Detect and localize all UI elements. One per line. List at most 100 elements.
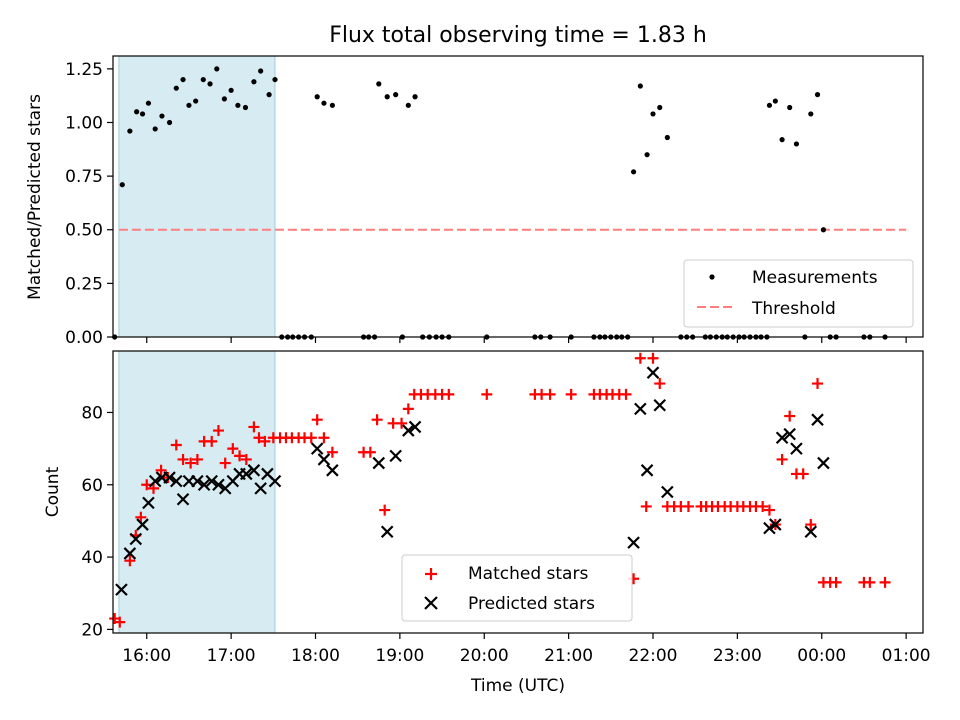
- matched-star-point: [227, 443, 239, 455]
- matched-star-point: [682, 500, 694, 512]
- matched-star-point: [185, 457, 197, 469]
- predicted-star-point: [197, 478, 211, 492]
- top-y-axis-label: Matched/Predicted stars: [25, 94, 45, 300]
- measurement-point: [376, 81, 382, 87]
- matched-star-point: [212, 425, 224, 437]
- measurement-point: [173, 85, 179, 91]
- bottom-axes-frame: [112, 350, 924, 634]
- measurement-points: [112, 66, 888, 340]
- measurement-point: [159, 113, 165, 119]
- y-tick-label: 40: [81, 548, 103, 568]
- matched-star-point: [206, 435, 218, 447]
- predicted-star-point: [775, 431, 789, 445]
- predicted-star-point: [240, 467, 253, 481]
- measurement-point: [329, 102, 335, 108]
- measurement-point: [814, 92, 821, 98]
- predicted-star-point: [817, 456, 830, 470]
- predicted-star-point: [408, 420, 422, 434]
- matched-star-point: [830, 576, 842, 588]
- matched-star-point: [155, 464, 167, 476]
- predicted-star-point: [254, 482, 267, 495]
- measurement-point: [787, 104, 793, 111]
- bottom-y-ticks: 20 40 60 80: [81, 403, 113, 640]
- predicted-star-point: [191, 474, 204, 488]
- x-tick-label: 19:00: [375, 646, 424, 666]
- predicted-star-point: [142, 496, 155, 510]
- matched-star-point: [311, 414, 323, 426]
- x-tick-label: 17:00: [207, 646, 256, 666]
- matched-star-point: [364, 446, 376, 458]
- measurement-point: [405, 102, 411, 108]
- matched-star-point: [654, 378, 666, 390]
- y-tick-label: 80: [81, 403, 103, 423]
- measurement-point: [214, 66, 220, 72]
- matched-star-point: [114, 616, 126, 628]
- matched-star-point: [371, 414, 383, 426]
- measurement-point: [630, 169, 637, 175]
- predicted-star-point: [163, 471, 176, 484]
- measurement-point: [193, 98, 199, 104]
- measurement-point: [200, 76, 206, 83]
- panel-count: 20 40 60 80 16:00 17:00 18:00 19:00 20:00 21:00 2…: [43, 350, 931, 696]
- measurement-point: [180, 76, 186, 83]
- x-tick-label: 18:00: [291, 646, 340, 666]
- bottom-x-ticks: 16:00 17:00 18:00 19:00 20:00 21:00 22:00 23:00…: [122, 633, 931, 666]
- y-tick-label: 1.00: [65, 113, 103, 133]
- measurement-point: [127, 128, 133, 134]
- measurement-point: [266, 92, 272, 98]
- legend-marker-predicted: [424, 596, 438, 610]
- measurement-point: [258, 68, 264, 74]
- predicted-star-point: [317, 453, 331, 466]
- matched-star-point: [879, 576, 891, 588]
- measurement-point: [766, 102, 773, 108]
- matched-star-point: [763, 504, 775, 516]
- top-axes-frame: [112, 55, 924, 338]
- top-legend: Measurements Threshold: [683, 259, 914, 328]
- measurement-point: [228, 87, 234, 93]
- measurement-point: [207, 81, 213, 87]
- predicted-star-point: [148, 474, 162, 488]
- matched-star-point: [124, 555, 136, 567]
- predicted-star-point: [205, 474, 218, 488]
- matched-star-point: [620, 388, 632, 400]
- matched-star-point: [647, 352, 659, 364]
- matched-star-point: [191, 453, 203, 465]
- predicted-star-point: [646, 366, 660, 379]
- predicted-star-point: [115, 583, 128, 596]
- predicted-star-point: [247, 464, 261, 477]
- matched-star-point: [135, 511, 147, 523]
- predicted-star-point: [212, 478, 225, 492]
- matched-star-point: [481, 388, 493, 400]
- matched-star-point: [797, 468, 809, 480]
- matched-star-point: [544, 388, 556, 400]
- predicted-star-point: [640, 464, 654, 477]
- y-tick-label: 1.25: [65, 60, 103, 80]
- top-x-ticks: [146, 337, 907, 343]
- matched-star-point: [234, 450, 246, 462]
- predicted-star-point: [326, 464, 339, 477]
- bottom-legend: Matched stars Predicted stars: [401, 554, 633, 622]
- measurement-point: [242, 104, 249, 111]
- matched-star-point: [259, 435, 271, 447]
- matched-star-point: [248, 421, 260, 433]
- y-tick-label: 0.75: [65, 167, 103, 187]
- x-tick-label: 22:00: [629, 646, 678, 666]
- matched-star-point: [634, 352, 646, 364]
- predicted-star-points: [115, 366, 830, 596]
- predicted-star-point: [402, 424, 415, 437]
- measurement-point: [772, 98, 778, 104]
- measurement-point: [134, 109, 140, 115]
- matched-star-point: [784, 410, 796, 422]
- predicted-star-point: [769, 518, 782, 531]
- predicted-star-point: [170, 474, 183, 488]
- measurement-point: [119, 182, 125, 188]
- matched-star-point: [864, 576, 876, 588]
- x-tick-label: 01:00: [882, 646, 931, 666]
- matched-star-point: [776, 453, 788, 465]
- matched-star-point: [240, 453, 252, 465]
- legend-label-threshold: Threshold: [751, 299, 836, 319]
- y-tick-label: 60: [81, 476, 103, 496]
- measurement-point: [412, 94, 418, 100]
- legend-label-matched: Matched stars: [468, 564, 588, 584]
